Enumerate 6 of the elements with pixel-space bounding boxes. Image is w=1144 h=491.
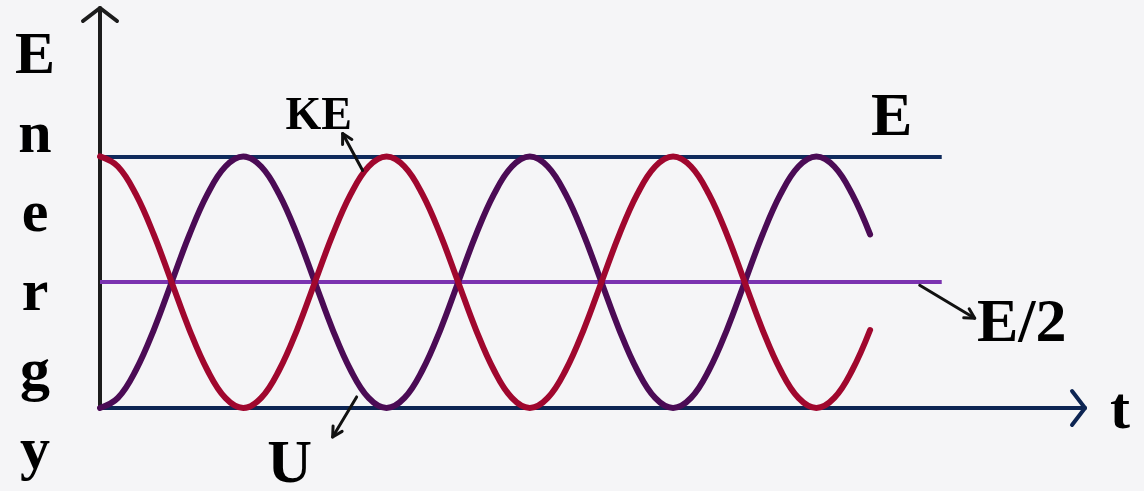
x-axis-title: t (1110, 375, 1130, 441)
ref-line-label: E (871, 80, 913, 149)
series-label: U (267, 427, 313, 491)
ref-line-label: E/2 (976, 286, 1067, 355)
series-label: KE (285, 88, 352, 140)
y-axis-title: Energy (2, 20, 68, 491)
